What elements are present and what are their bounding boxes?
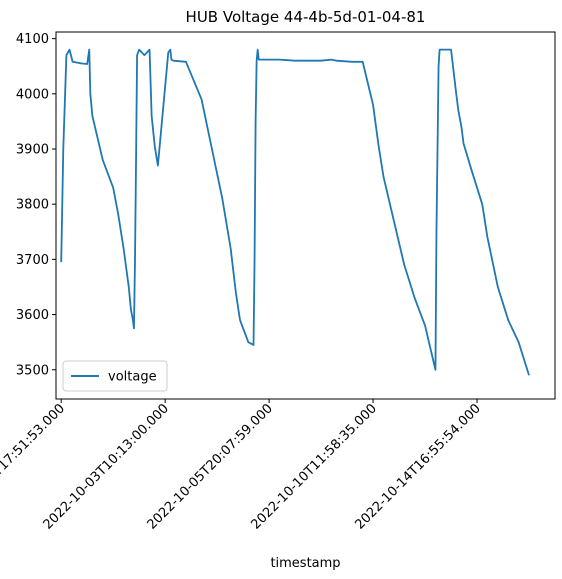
series-layer — [60, 48, 530, 376]
y-tick-label: 4000 — [16, 87, 49, 102]
legend-box — [62, 360, 168, 392]
y-tick-label: 3600 — [16, 308, 49, 323]
y-tick-label: 3900 — [16, 142, 49, 157]
x-axis: 2022-09-28T17:51:53.0002022-10-03T10:13:… — [0, 399, 484, 533]
y-axis: 3500 3600 3700 3800 3900 4000 4100 — [16, 32, 56, 378]
legend: voltage — [62, 360, 168, 392]
plot-frame — [55, 31, 556, 400]
y-tick-label: 4100 — [16, 32, 49, 47]
y-tick-label: 3800 — [16, 198, 49, 213]
x-axis-label: timestamp — [270, 556, 340, 571]
y-tick-label: 3700 — [16, 253, 49, 268]
chart-title: HUB Voltage 44-4b-5d-01-04-81 — [186, 8, 426, 26]
y-tick-label: 3500 — [16, 363, 49, 378]
x-tick-label: 2022-10-14T16:55:54.000 — [352, 401, 483, 532]
legend-label-voltage: voltage — [108, 370, 157, 385]
series-line-voltage — [60, 48, 530, 376]
